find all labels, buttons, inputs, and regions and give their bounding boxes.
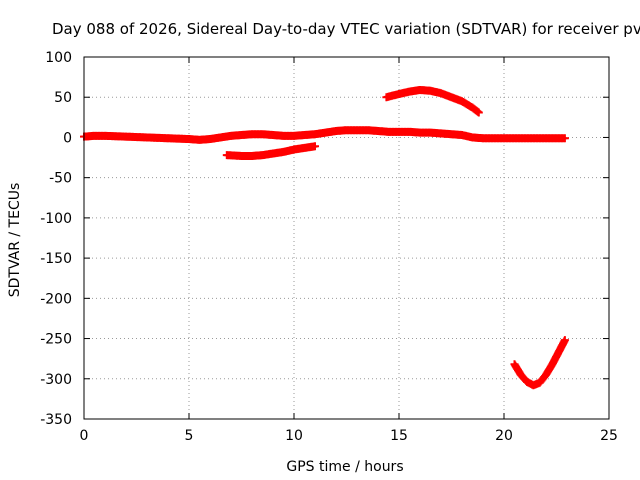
chart-title: Day 088 of 2026, Sidereal Day-to-day VTE… (52, 20, 640, 38)
y-tick-label: -250 (40, 332, 72, 348)
y-tick-label: 0 (63, 130, 72, 146)
data-points (80, 85, 569, 390)
x-tick-label: 10 (285, 428, 303, 444)
series-arc-negative-dip (222, 142, 319, 160)
y-tick-label: 50 (54, 90, 72, 106)
series-arc-positive-hump (382, 85, 483, 117)
data-point (560, 336, 569, 345)
x-tick-label: 25 (600, 428, 618, 444)
series-arc-near-zero-main (80, 126, 569, 144)
y-tick-label: 100 (45, 50, 72, 66)
y-tick-label: -150 (40, 251, 72, 267)
data-point (474, 108, 483, 117)
data-point (311, 142, 319, 151)
series-arc-deep-negative (510, 336, 569, 390)
y-tick-label: -200 (40, 291, 72, 307)
x-tick-label: 0 (80, 428, 89, 444)
y-tick-label: -300 (40, 372, 72, 388)
x-tick-label: 5 (185, 428, 194, 444)
x-tick-label: 20 (495, 428, 513, 444)
y-axis-label: SDTVAR / TECUs (7, 183, 23, 298)
y-tick-label: -350 (40, 412, 72, 428)
data-point (560, 134, 569, 143)
plot-frame (83, 56, 610, 420)
y-tick-label: -100 (40, 211, 72, 227)
y-tick-label: -50 (49, 171, 72, 187)
grid-lines (84, 57, 609, 419)
x-tick-label: 15 (390, 428, 408, 444)
x-axis-label: GPS time / hours (286, 459, 403, 475)
